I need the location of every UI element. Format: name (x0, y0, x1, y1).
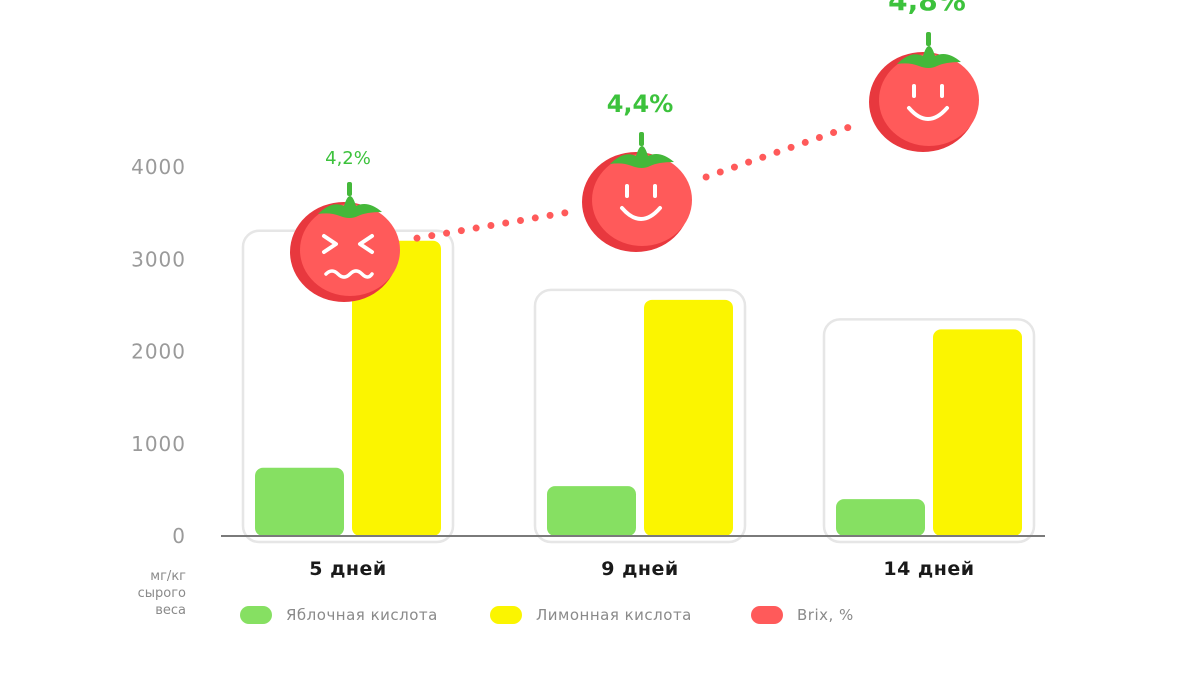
tomato-leaves (318, 196, 382, 218)
legend-swatch (240, 606, 272, 624)
bar-citric-acid (352, 240, 441, 537)
tomato-icon (290, 182, 400, 302)
legend-item-brix: Brix, % (751, 603, 854, 627)
unit-line: сырого (137, 586, 186, 601)
tomato-mouth (620, 206, 662, 221)
tomato-mouth (324, 269, 374, 279)
brix-data-label: 4,2% (325, 148, 371, 169)
tomato-body (879, 54, 979, 146)
y-axis-unit-label: мг/кг сырого веса (110, 568, 186, 619)
brix-line (413, 208, 575, 242)
unit-line: веса (155, 603, 186, 618)
y-tick-label: 1000 (131, 432, 186, 456)
legend-swatch (490, 606, 522, 624)
bar-citric-acid (933, 329, 1022, 536)
tomato-eye (358, 234, 374, 254)
y-tick-label: 3000 (131, 247, 186, 271)
bar-malic-acid (547, 486, 636, 536)
tomato-stem (347, 182, 352, 196)
y-tick-label: 0 (172, 524, 186, 548)
unit-line: мг/кг (150, 569, 186, 584)
tomato-leaves (897, 46, 961, 68)
bar-citric-acid (644, 299, 733, 536)
tomato-eye (322, 234, 338, 254)
legend-item-malic: Яблочная кислота (240, 603, 438, 627)
legend-swatch (751, 606, 783, 624)
brix-data-label: 4,8% (888, 0, 966, 17)
legend-label: Brix, % (797, 606, 854, 624)
brix-line (702, 119, 865, 181)
y-tick-label: 4000 (131, 155, 186, 179)
tomato-stem (639, 132, 644, 146)
x-tick-label: 9 дней (601, 558, 679, 580)
legend-label: Лимонная кислота (536, 606, 692, 624)
tomato-stem (926, 32, 931, 46)
tomato-body (592, 154, 692, 246)
tomato-icon (869, 32, 979, 152)
legend-label: Яблочная кислота (286, 606, 438, 624)
legend-item-citric: Лимонная кислота (490, 603, 692, 627)
brix-data-label: 4,4% (607, 90, 674, 118)
legend: Яблочная кислота Лимонная кислота Brix, … (0, 603, 1197, 627)
bar-malic-acid (255, 467, 344, 536)
x-tick-label: 5 дней (309, 558, 387, 580)
tomato-icon (582, 132, 692, 252)
tomato-leaves (610, 146, 674, 168)
x-tick-label: 14 дней (883, 558, 974, 580)
y-tick-label: 2000 (131, 340, 186, 364)
bar-malic-acid (836, 499, 925, 536)
tomato-mouth (907, 106, 949, 121)
